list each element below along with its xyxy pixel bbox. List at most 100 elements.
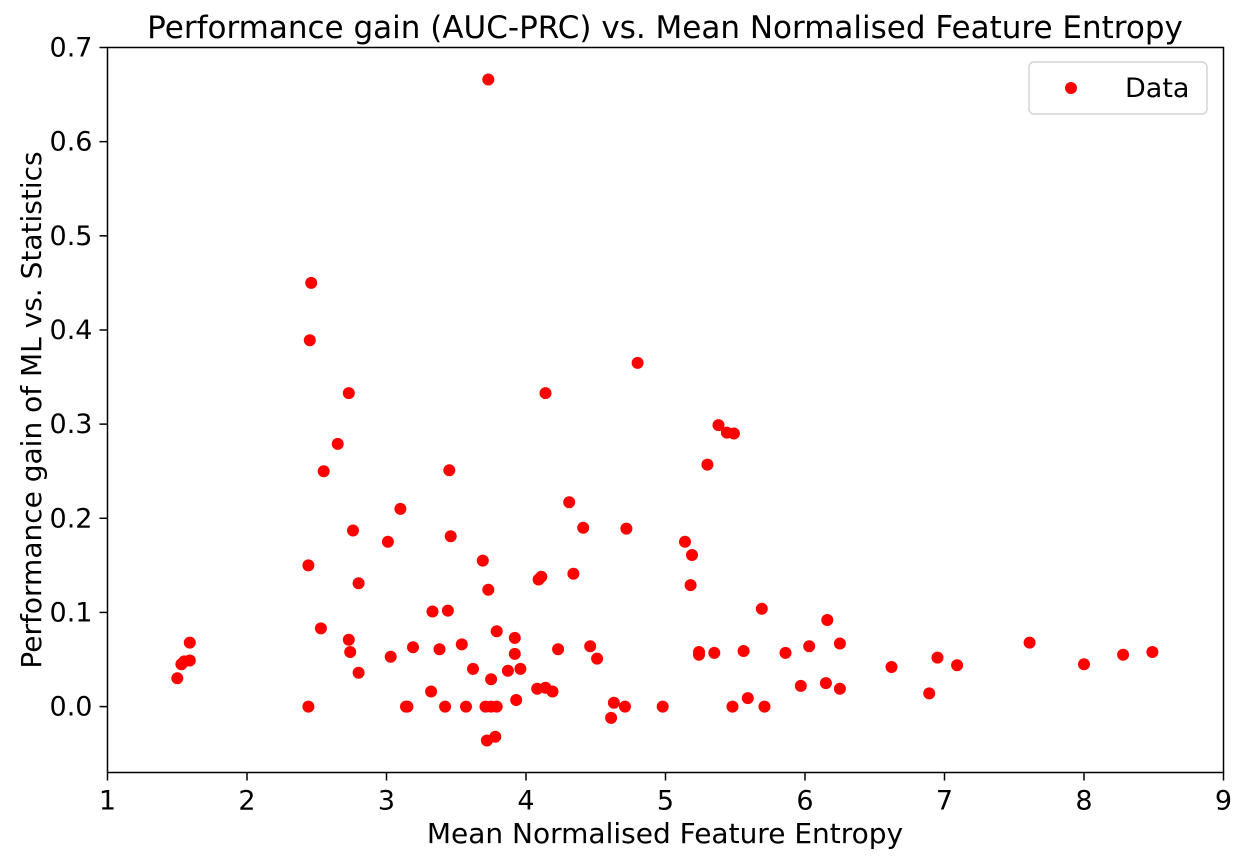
x-axis-ticks: 1 2 3 4 5 6 7 8 9 (99, 772, 1232, 817)
data-point (460, 700, 472, 713)
x-tick-label: 9 (1215, 786, 1232, 817)
legend-label-data: Data (1125, 73, 1189, 104)
data-point (656, 700, 669, 713)
y-tick-label: 0.7 (50, 33, 93, 64)
data-point (476, 554, 489, 567)
data-point (443, 464, 456, 477)
data-point (514, 662, 527, 675)
data-point (686, 549, 698, 561)
data-point (441, 604, 454, 617)
data-point (171, 672, 184, 685)
data-point (407, 641, 419, 654)
x-tick-label: 6 (796, 786, 813, 817)
data-point (619, 700, 631, 713)
data-point (344, 646, 357, 658)
data-point (679, 535, 691, 548)
data-point (708, 646, 721, 659)
data-point (620, 522, 633, 535)
data-point (712, 419, 725, 432)
x-tick-label: 7 (936, 786, 953, 817)
data-point (490, 625, 503, 638)
data-point (605, 711, 618, 724)
data-point (485, 673, 498, 686)
data-point (305, 276, 318, 289)
data-point (577, 521, 590, 534)
data-point (183, 636, 196, 649)
y-tick-label: 0.6 (50, 127, 93, 158)
y-tick-label: 0.3 (50, 409, 93, 440)
data-point (535, 570, 548, 583)
data-point (394, 502, 407, 515)
data-point (631, 356, 644, 369)
legend-box (1028, 61, 1208, 115)
data-point (539, 387, 552, 400)
data-point (302, 700, 315, 713)
data-point (931, 651, 944, 664)
data-point (317, 465, 330, 478)
x-tick-label: 2 (238, 786, 255, 817)
data-point (701, 458, 714, 471)
data-point (1078, 658, 1090, 671)
data-point (552, 643, 565, 656)
data-point (444, 530, 457, 543)
y-axis-label: Performance gain of ML vs. Statistics (15, 151, 48, 668)
data-point (758, 700, 771, 713)
x-axis-label: Mean Normalised Feature Entropy (427, 817, 903, 850)
data-point (302, 559, 315, 572)
data-point (833, 637, 846, 650)
data-point (347, 524, 359, 537)
y-tick-label: 0.1 (50, 597, 93, 628)
y-axis-ticks: 0.0 0.1 0.2 0.3 0.4 0.5 0.6 0.7 (50, 33, 108, 723)
data-point (510, 694, 523, 706)
data-point (352, 577, 365, 590)
x-tick-label: 1 (99, 786, 116, 817)
data-point (737, 645, 750, 657)
data-point (563, 496, 576, 509)
data-point (567, 567, 580, 580)
chart-title: Performance gain (AUC-PRC) vs. Mean Norm… (147, 10, 1183, 46)
data-point (803, 640, 816, 653)
x-tick-label: 5 (657, 786, 674, 817)
data-point (885, 661, 898, 673)
legend: Data (1028, 61, 1208, 115)
legend-marker (1065, 82, 1077, 94)
x-tick-label: 4 (517, 786, 534, 817)
data-point (923, 687, 936, 700)
data-point (183, 654, 196, 667)
data-point (433, 643, 446, 656)
data-point (584, 640, 597, 653)
data-point (342, 387, 355, 400)
data-point (467, 662, 479, 675)
data-point (489, 730, 502, 743)
data-point (508, 631, 521, 644)
data-point (1023, 636, 1036, 649)
data-point (501, 664, 514, 677)
data-point (693, 648, 705, 661)
data-point (303, 334, 316, 347)
data-point (455, 638, 468, 651)
data-point (1146, 646, 1159, 658)
y-tick-label: 0.5 (50, 221, 93, 252)
data-point (439, 700, 452, 713)
data-points (171, 73, 1159, 747)
data-point (314, 622, 327, 635)
data-point (426, 605, 439, 618)
data-point (1117, 648, 1130, 661)
y-tick-label: 0.2 (50, 503, 93, 534)
data-point (741, 692, 754, 705)
data-point (755, 602, 768, 615)
data-point (727, 427, 740, 440)
data-point (607, 696, 620, 709)
data-point (342, 633, 355, 646)
data-point (591, 652, 604, 665)
data-point (352, 666, 365, 679)
data-point (794, 679, 807, 692)
data-point (482, 73, 495, 86)
data-point (508, 647, 521, 660)
data-point (726, 700, 739, 713)
y-tick-label: 0.4 (50, 315, 93, 346)
data-point (779, 646, 792, 659)
data-point (821, 614, 834, 626)
x-tick-label: 8 (1075, 786, 1092, 817)
